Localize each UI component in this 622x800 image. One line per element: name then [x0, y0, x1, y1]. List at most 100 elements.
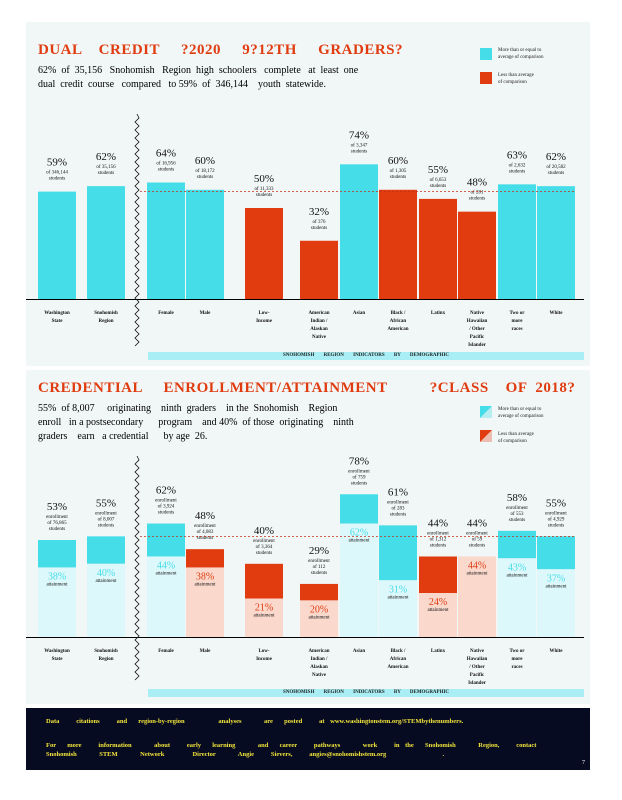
- attainment-bar: [419, 593, 457, 637]
- enrollment-bar: [38, 540, 76, 568]
- bar-sublabel: students: [197, 536, 213, 541]
- bar-sublabel: of 59: [472, 537, 483, 542]
- data-label: 59%: [47, 157, 67, 169]
- data-label: 53%: [47, 501, 67, 513]
- data-label: 50%: [254, 173, 274, 185]
- attainment-sublabel: attainment: [308, 615, 330, 620]
- bar-sublabel: students: [469, 543, 485, 548]
- footer-contact-line-1: For more information about early learnin…: [46, 742, 537, 749]
- bar-sublabel: of 3,924: [158, 505, 175, 510]
- attainment-label: 44%: [468, 560, 486, 571]
- bar: [300, 240, 338, 299]
- data-label: 55%: [96, 497, 116, 509]
- bar-sublabel: enrollment: [545, 511, 567, 516]
- bar-sublabel: of 346,144: [46, 171, 68, 176]
- attainment-label: 37%: [547, 573, 565, 584]
- category-label: / Other: [468, 665, 485, 670]
- category-label: Two or: [509, 649, 525, 654]
- dual-credit-summary-line-1: 62% of 35,156 Snohomish Region high scho…: [38, 65, 359, 76]
- bar-sublabel: students: [430, 543, 446, 548]
- bar-sublabel: students: [49, 527, 65, 532]
- attainment-bar: [87, 563, 125, 637]
- category-label: Black /: [391, 311, 406, 316]
- category-label: more: [511, 657, 523, 662]
- enrollment-bar: [300, 583, 338, 601]
- data-label: 74%: [349, 129, 369, 141]
- bar-sublabel: of 6,653: [430, 178, 447, 183]
- bar-sublabel: of 281: [471, 191, 484, 196]
- bar: [87, 186, 125, 299]
- footer-contact-line-2[interactable]: Snohomish STEM Network Director Angie Si…: [46, 751, 445, 758]
- bar-sublabel: enrollment: [95, 511, 117, 516]
- footer-banner: Data citations and region-by-region anal…: [26, 708, 590, 770]
- attainment-label: 38%: [48, 571, 66, 582]
- category-label: White: [549, 311, 563, 316]
- data-label: 60%: [195, 155, 215, 167]
- bar-sublabel: students: [548, 171, 564, 176]
- data-label: 32%: [309, 206, 329, 218]
- bar-sublabel: of 76,865: [47, 521, 67, 526]
- data-label: 58%: [507, 492, 527, 504]
- category-label: State: [52, 657, 64, 662]
- bar-sublabel: enrollment: [155, 499, 177, 504]
- bar-sublabel: of 283: [392, 506, 405, 511]
- attainment-bar: [300, 600, 338, 637]
- bar: [245, 208, 283, 299]
- category-label: Hawaiian: [467, 319, 488, 324]
- bar: [419, 198, 457, 299]
- category-label: Female: [158, 311, 174, 316]
- bar-sublabel: students: [311, 571, 327, 576]
- bar: [340, 164, 378, 299]
- category-label: American: [387, 665, 408, 670]
- category-label: Female: [158, 649, 174, 654]
- category-label: Islander: [468, 343, 487, 348]
- bar-sublabel: students: [509, 169, 525, 174]
- category-label: Two or: [509, 311, 525, 316]
- bar: [38, 191, 76, 299]
- bar-sublabel: of 16,956: [156, 162, 176, 167]
- bar-sublabel: enrollment: [253, 539, 275, 544]
- attainment-label: 31%: [389, 584, 407, 595]
- bar-sublabel: of 1,305: [390, 169, 407, 174]
- bar-sublabel: of 11,333: [255, 187, 274, 192]
- category-label: American: [387, 327, 408, 332]
- bar-sublabel: enrollment: [427, 531, 449, 536]
- bar-sublabel: of 35,156: [96, 165, 116, 170]
- category-label: Native: [470, 649, 485, 654]
- attainment-bar: [458, 556, 496, 637]
- bar-sublabel: students: [469, 197, 485, 202]
- credential-caption: SNOHOMISH REGION INDICATORS BY DEMOGRAPH…: [148, 689, 584, 697]
- legend-below-label: Less than average of comparison: [498, 73, 534, 85]
- data-label: 44%: [428, 517, 448, 529]
- bar-sublabel: students: [98, 523, 114, 528]
- category-label: more: [511, 319, 523, 324]
- category-label: American: [308, 311, 329, 316]
- bar-sublabel: enrollment: [348, 469, 370, 474]
- category-label: Latinx: [431, 649, 446, 654]
- data-label: 44%: [467, 517, 487, 529]
- bar-sublabel: students: [158, 511, 174, 516]
- category-label: Native: [312, 673, 327, 678]
- region-divider: [134, 113, 140, 347]
- attainment-label: 21%: [255, 603, 273, 614]
- enrollment-bar: [245, 563, 283, 599]
- attainment-sublabel: attainment: [348, 539, 370, 544]
- attainment-bar: [245, 598, 283, 637]
- enrollment-bar: [419, 556, 457, 594]
- category-label: Asian: [353, 649, 365, 654]
- attainment-bar: [186, 567, 224, 637]
- enrollment-bar: [379, 525, 417, 581]
- bar-sublabel: students: [509, 518, 525, 523]
- legend-above-label: More than or equal to average of compari…: [498, 48, 544, 60]
- data-label: 78%: [349, 455, 369, 467]
- data-label: 60%: [388, 155, 408, 167]
- bar-sublabel: of 3,364: [256, 545, 273, 550]
- attainment-bar: [379, 580, 417, 637]
- category-label: Male: [200, 649, 212, 654]
- dual-credit-summary-line-2: dual credit course compared to 59% of 34…: [38, 79, 326, 90]
- attainment-bar: [38, 567, 76, 637]
- footer-citations: Data citations and region-by-region anal…: [46, 718, 464, 725]
- legend2-below-label: Less than average of comparison: [498, 432, 534, 444]
- bar-sublabel: students: [158, 168, 174, 173]
